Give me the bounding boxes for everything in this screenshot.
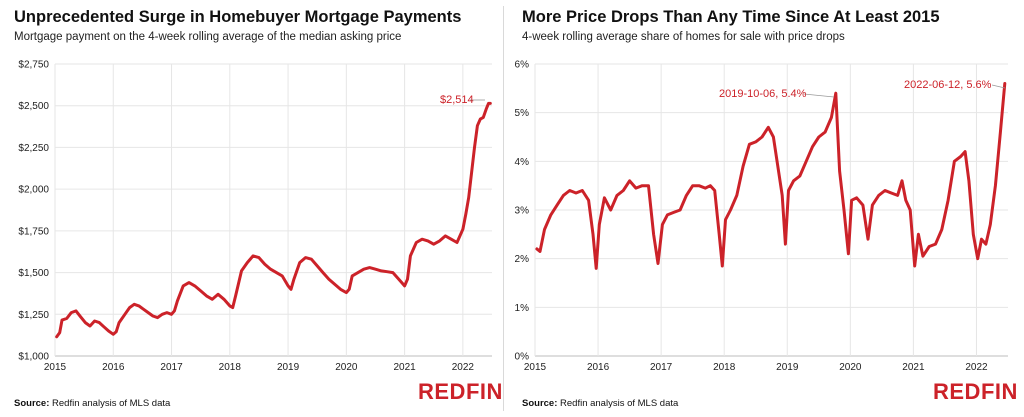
- y-tick-label: $2,000: [18, 185, 49, 196]
- y-tick-label: $1,750: [18, 226, 49, 237]
- annotation-label: 2022-06-12, 5.6%: [904, 79, 992, 91]
- y-tick-label: $2,500: [18, 101, 49, 112]
- x-tick-label: 2022: [965, 362, 988, 373]
- x-tick-label: 2020: [335, 362, 358, 373]
- redfin-logo: REDFIN: [933, 379, 1018, 404]
- annotation-label: 2019-10-06, 5.4%: [719, 88, 807, 100]
- chart-title: More Price Drops Than Any Time Since At …: [522, 8, 940, 26]
- x-tick-label: 2017: [650, 362, 673, 373]
- chart-title: Unprecedented Surge in Homebuyer Mortgag…: [14, 8, 462, 26]
- y-tick-label: 1%: [515, 303, 530, 314]
- x-tick-label: 2022: [452, 362, 475, 373]
- x-tick-label: 2021: [902, 362, 925, 373]
- y-tick-label: $1,000: [18, 352, 49, 363]
- y-tick-label: 6%: [515, 60, 530, 71]
- source-note: Source: Redfin analysis of MLS data: [14, 398, 170, 409]
- mortgage-line-chart: $1,000 $1,250 $1,500 $1,750 $2,000 $2,250 $2,5…: [18, 60, 492, 373]
- y-tick-label: 0%: [515, 352, 530, 363]
- y-tick-label: 3%: [515, 206, 530, 217]
- x-tick-label: 2017: [160, 362, 183, 373]
- source-note: Source: Redfin analysis of MLS data: [522, 398, 678, 409]
- chart-panel-mortgage: Unprecedented Surge in Homebuyer Mortgag…: [0, 0, 505, 417]
- x-tick-label: 2018: [219, 362, 242, 373]
- x-tick-label: 2018: [713, 362, 736, 373]
- chart-subtitle: Mortgage payment on the 4-week rolling a…: [14, 31, 402, 43]
- y-tick-label: $1,250: [18, 310, 49, 321]
- y-tick-label: $2,250: [18, 143, 49, 154]
- x-tick-label: 2021: [393, 362, 416, 373]
- price-drops-line-chart: 0% 1% 2% 3% 4% 5% 6% 2015 2016 2017 2018 2019 2020 20…: [515, 60, 1008, 373]
- series-line: [55, 101, 492, 339]
- panel-divider: [503, 6, 504, 411]
- source-label: Source:: [14, 398, 50, 409]
- source-label: Source:: [522, 398, 558, 409]
- y-tick-label: $1,500: [18, 268, 49, 279]
- annotation-leader: [991, 84, 1006, 89]
- x-tick-label: 2020: [839, 362, 862, 373]
- chart-subtitle: 4-week rolling average share of homes fo…: [522, 31, 845, 43]
- source-text: Redfin analysis of MLS data: [560, 398, 679, 409]
- annotation-leader: [803, 93, 835, 98]
- y-tick-label: $2,750: [18, 60, 49, 71]
- y-tick-label: 4%: [515, 157, 530, 168]
- y-tick-label: 2%: [515, 254, 530, 265]
- x-tick-label: 2015: [44, 362, 67, 373]
- y-tick-label: 5%: [515, 108, 530, 119]
- redfin-logo: REDFIN: [418, 379, 503, 404]
- chart-panel-price-drops: More Price Drops Than Any Time Since At …: [508, 0, 1024, 417]
- x-tick-label: 2015: [524, 362, 547, 373]
- annotation-label: $2,514: [440, 94, 474, 106]
- source-text: Redfin analysis of MLS data: [52, 398, 171, 409]
- x-tick-label: 2019: [277, 362, 300, 373]
- x-tick-label: 2019: [776, 362, 799, 373]
- series-line: [535, 82, 1007, 270]
- x-tick-label: 2016: [102, 362, 125, 373]
- x-tick-label: 2016: [587, 362, 610, 373]
